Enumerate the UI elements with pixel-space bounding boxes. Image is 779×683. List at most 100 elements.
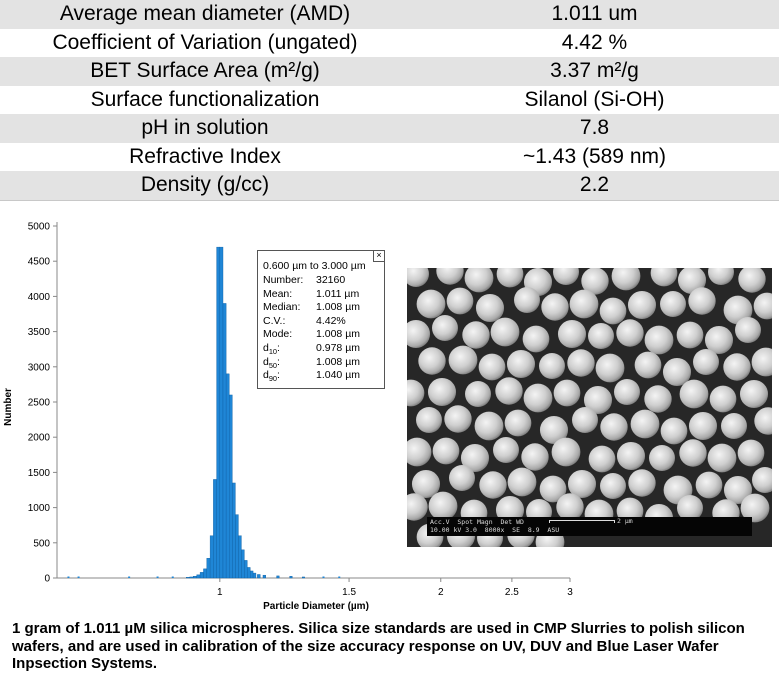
histogram-bar [235,514,239,579]
microsphere [490,317,520,347]
microsphere [475,293,505,323]
stats-label: C.V.: [263,314,286,327]
histogram-bar [186,577,190,579]
property-label: Refractive Index [129,144,281,168]
x-tick-label: 2 [438,587,444,598]
histogram-bar [193,576,197,579]
property-label: Coefficient of Variation (ungated) [52,30,358,54]
stats-row: d50: 1.008 µm [263,356,360,370]
stats-value: 4.42% [316,314,346,327]
stats-value: 32160 [316,274,346,286]
microsphere [496,268,524,288]
microsphere [427,377,457,407]
y-tick-label: 500 [33,538,50,549]
histogram-bar [213,479,217,579]
microsphere [754,407,772,435]
microsphere [600,473,626,499]
microsphere [462,321,490,349]
stats-label: d50: [263,355,280,370]
histogram-bar [338,576,341,578]
y-tick-label: 1000 [28,503,51,514]
x-tick-label: 3 [567,587,573,598]
histogram-bar [257,574,261,579]
histogram-bar [203,568,208,579]
stats-row: Number: 32160 [263,274,360,288]
x-tick-label: 1.5 [342,587,356,598]
histogram-bar [289,576,293,579]
microsphere [541,293,569,321]
histogram-bar [196,574,201,579]
microsphere [634,351,662,379]
microsphere [630,409,660,439]
microsphere [616,319,644,347]
histogram-bar [322,576,325,578]
histogram-bar [238,535,242,579]
property-row: Density (g/cc) 2.2 [0,171,779,200]
stats-row: Mode: 1.008 µm [263,328,360,342]
histogram-bar [222,303,227,579]
microsphere [740,493,770,523]
y-axis-label: Number [3,388,14,426]
microsphere [522,325,550,353]
histogram-bar [225,373,230,579]
microsphere [588,445,616,473]
properties-table: Average mean diameter (AMD) 1.011 um Coef… [0,0,779,200]
microsphere [676,321,704,349]
microsphere [449,465,475,491]
property-row: BET Surface Area (m²/g) 3.37 m²/g [0,57,779,86]
property-label: Surface functionalization [90,87,320,111]
microsphere [514,287,540,313]
property-value: Silanol (Si-OH) [524,87,665,111]
stats-label: Number: [263,274,304,286]
microsphere [662,357,692,387]
histogram-bar [241,549,245,579]
property-row: Coefficient of Variation (ungated) 4.42 % [0,29,779,58]
histogram-bar [199,572,204,579]
microsphere [677,495,703,521]
microsphere [539,353,565,379]
microsphere [707,443,737,473]
histogram-bar [156,576,159,578]
microsphere [567,469,597,499]
property-row: Refractive Index ~1.43 (589 nm) [0,143,779,172]
stats-label: d90: [263,369,280,384]
histogram-bar [276,575,280,579]
stats-rows: Number: 32160 Mean: 1.011 µm Median: 1.008 … [263,274,360,383]
microsphere [523,383,553,413]
stats-range: 0.600 µm to 3.000 µm [263,260,366,272]
histogram-bar [209,535,214,579]
stats-row: d10: 0.978 µm [263,342,360,356]
microsphere [416,289,446,319]
microsphere [493,437,519,463]
microsphere [478,353,506,381]
microsphere [751,347,772,377]
microsphere [465,381,491,407]
microsphere [583,385,613,415]
microsphere [581,268,609,295]
microsphere [595,353,625,383]
microsphere [650,268,678,287]
microsphere [567,349,595,377]
microsphere [572,407,598,433]
y-tick-label: 3500 [28,327,51,338]
sem-info-line1: Acc.V Spot Magn Det WD [430,518,524,526]
microsphere [479,471,507,499]
microsphere [679,439,707,467]
microsphere [693,349,719,375]
histogram-bar [250,570,254,579]
microsphere [708,268,734,285]
microsphere [407,379,425,407]
close-icon[interactable]: × [373,250,385,262]
property-value: 7.8 [579,116,610,140]
stats-value: 1.008 µm [316,301,360,314]
y-tick-label: 4000 [28,292,51,303]
y-tick-label: 2000 [28,433,51,444]
stats-label: Mode: [263,328,293,341]
property-label: BET Surface Area (m²/g) [90,59,320,83]
scale-bar [549,520,615,523]
y-tick-label: 1500 [28,468,51,479]
microsphere [444,405,472,433]
histogram-bar [77,576,80,578]
histogram-bar [302,576,305,579]
microsphere [599,297,627,325]
